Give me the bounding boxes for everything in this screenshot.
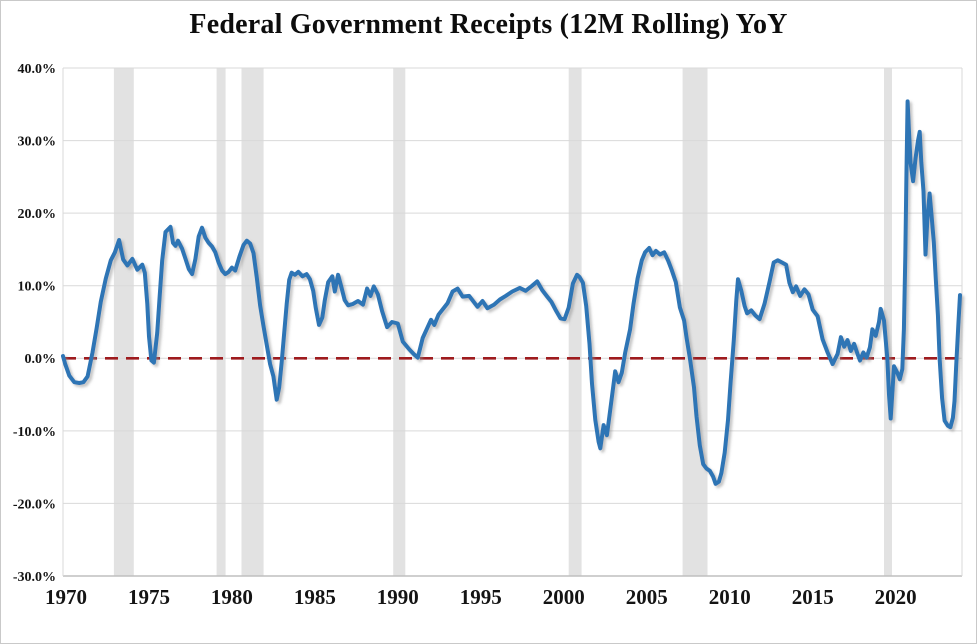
x-tick-label: 2020 [875, 585, 917, 609]
chart-title: Federal Government Receipts (12M Rolling… [189, 9, 788, 40]
receipts-yoy-line [61, 99, 962, 486]
x-tick-label: 1990 [377, 585, 419, 609]
y-tick-label: 20.0% [18, 207, 57, 222]
x-tick-label: 2005 [626, 585, 668, 609]
x-tick-label: 1995 [460, 585, 502, 609]
x-tick-label: 2010 [709, 585, 751, 609]
y-tick-label: 0.0% [25, 352, 57, 367]
recession-band [568, 68, 582, 576]
x-tick-label: 1970 [45, 585, 87, 609]
gridlines-layer [62, 67, 963, 577]
x-tick-label: 2015 [792, 585, 834, 609]
recession-band [884, 68, 892, 576]
x-tick-label: 1975 [128, 585, 170, 609]
data-line-layer [61, 99, 962, 486]
recession-bands-layer [113, 68, 892, 576]
y-tick-label: 40.0% [18, 62, 57, 77]
y-tick-label: -20.0% [13, 497, 56, 512]
x-tick-label: 2000 [543, 585, 585, 609]
recession-band [682, 68, 708, 576]
recession-band [216, 68, 226, 576]
y-tick-label: 10.0% [18, 280, 57, 295]
x-tick-label: 1985 [294, 585, 336, 609]
y-tick-label: -10.0% [13, 425, 56, 440]
recession-band [393, 68, 406, 576]
y-tick-label: -30.0% [13, 570, 56, 585]
recession-band [113, 68, 134, 576]
y-tick-label: 30.0% [18, 134, 57, 149]
recession-band [241, 68, 264, 576]
x-tick-label: 1980 [211, 585, 253, 609]
tick-labels-layer: 40.0% 30.0% 20.0% 10.0% 0.0% -10.0% -20.0% -30.… [13, 62, 917, 609]
